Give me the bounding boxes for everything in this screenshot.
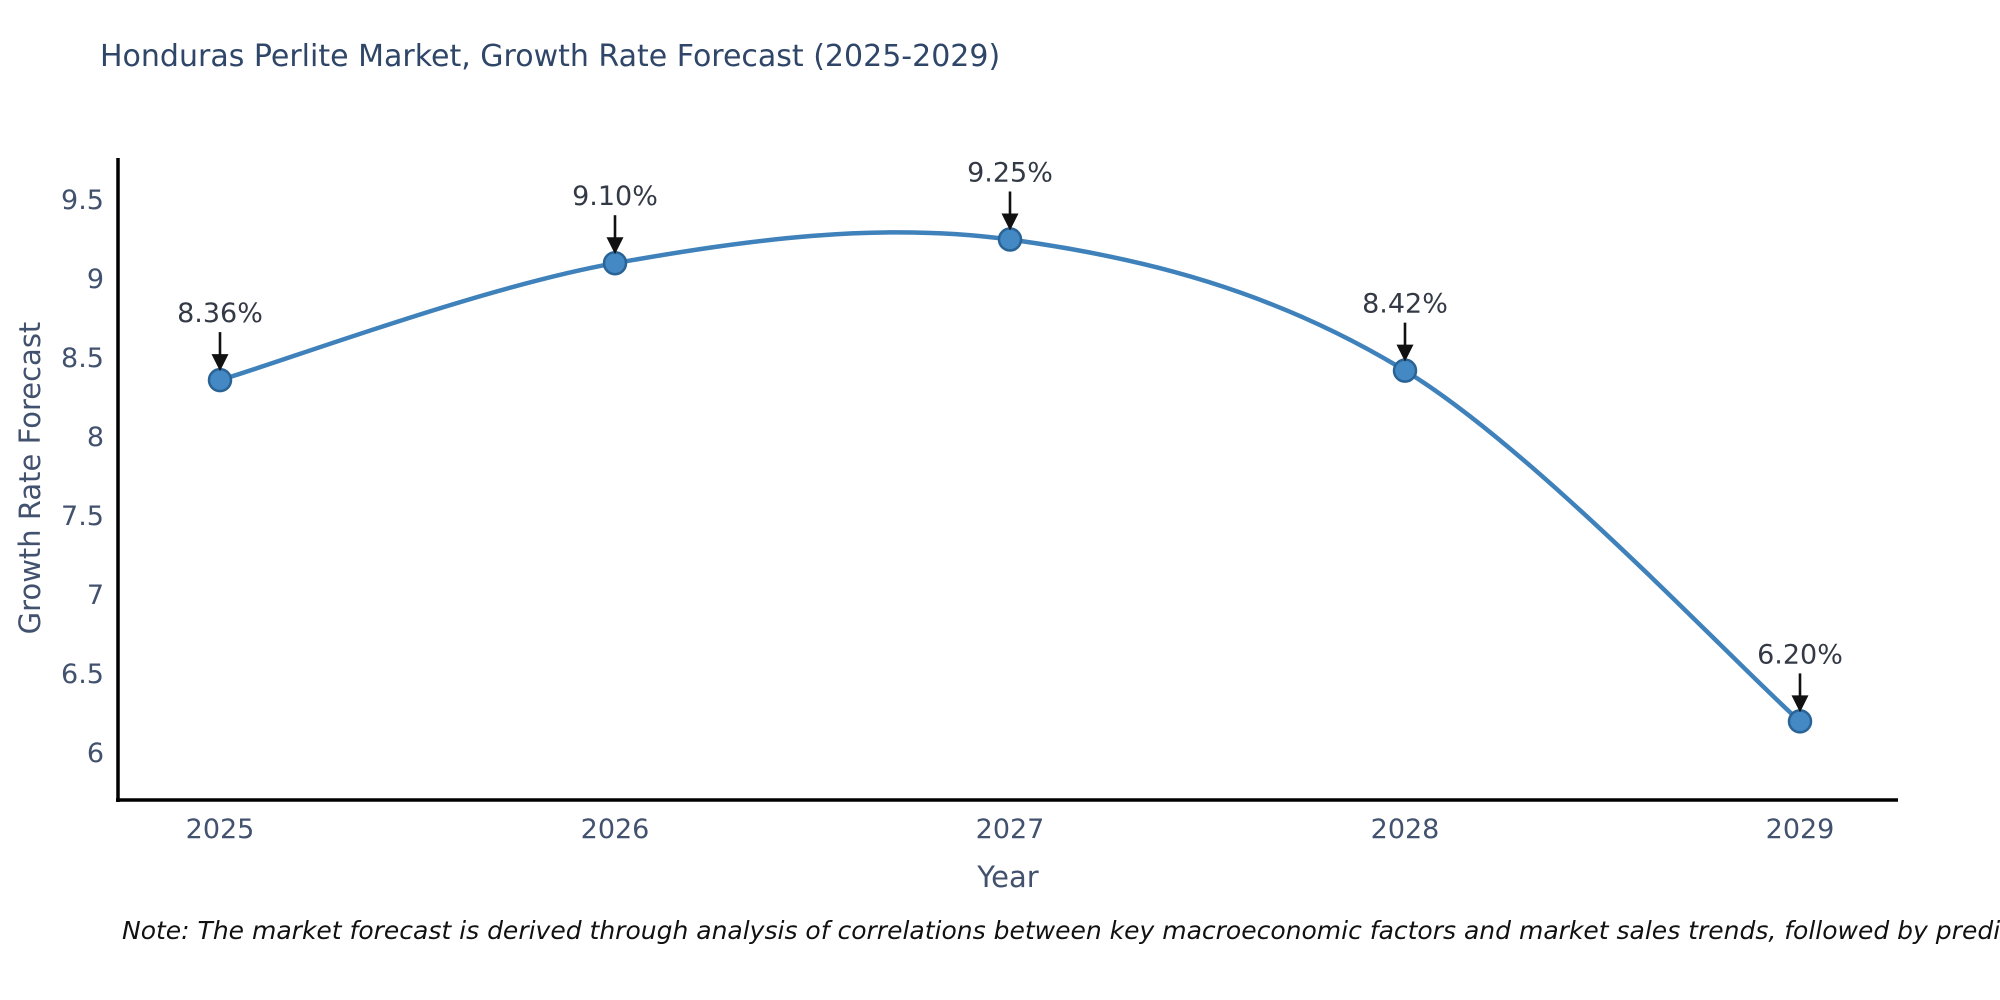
y-tick-label: 8 (87, 422, 104, 453)
annotation-arrow-head (1396, 344, 1414, 362)
chart-title: Honduras Perlite Market, Growth Rate For… (100, 39, 1001, 74)
y-tick-label: 6 (87, 738, 104, 769)
point-annotation-label: 8.42% (1362, 289, 1448, 320)
y-tick-label: 9.5 (61, 185, 104, 216)
data-point-marker (1787, 709, 1813, 734)
point-annotation-label: 8.36% (177, 298, 263, 329)
y-tick-label: 8.5 (61, 343, 104, 374)
x-tick-label: 2026 (581, 814, 650, 845)
x-tick-label: 2025 (186, 814, 255, 845)
x-tick-label: 2028 (1371, 814, 1440, 845)
point-annotation-label: 9.25% (967, 158, 1053, 189)
trend-line (217, 230, 1803, 724)
data-point-marker (997, 227, 1023, 252)
y-tick-label: 7 (87, 580, 104, 611)
data-point-marker (602, 250, 628, 276)
data-point-marker (207, 367, 233, 393)
annotation-arrow-head (606, 237, 624, 255)
chart-note: Note: The market forecast is derived thr… (122, 916, 2000, 945)
y-tick-label: 9 (87, 264, 104, 295)
annotation-arrow-head (1791, 695, 1809, 713)
point-annotation-label: 6.20% (1757, 639, 1843, 670)
x-axis-label: Year (977, 860, 1039, 894)
annotation-arrow-head (1001, 213, 1019, 231)
data-point-marker (1392, 358, 1418, 383)
x-tick-label: 2029 (1766, 814, 1835, 845)
y-tick-label: 6.5 (61, 659, 104, 690)
point-annotation-label: 9.10% (572, 181, 658, 212)
y-tick-label: 7.5 (61, 501, 104, 532)
x-tick-label: 2027 (976, 814, 1045, 845)
annotation-arrow-head (211, 354, 229, 372)
